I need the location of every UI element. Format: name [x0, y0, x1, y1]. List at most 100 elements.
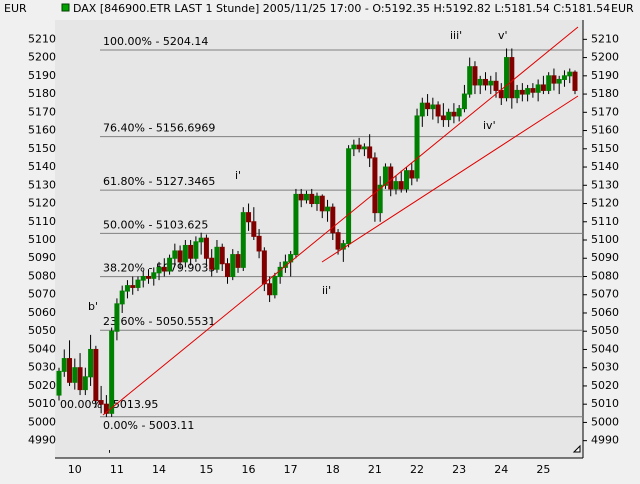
candle-body	[519, 89, 525, 95]
wave-label: iii'	[450, 29, 462, 42]
scroll-marker	[572, 444, 581, 453]
x-tick-label: 24	[494, 463, 508, 476]
candle-body	[256, 235, 262, 252]
wave-label: ii'	[322, 284, 331, 297]
x-tick-label: 15	[199, 463, 213, 476]
y-tick-label: 5050	[591, 324, 619, 337]
y-tick-label: 5200	[28, 51, 56, 64]
x-tick-label: 22	[410, 463, 424, 476]
candle-body	[372, 157, 378, 214]
y-tick-label: 5060	[28, 306, 56, 319]
x-tick-label: 18	[326, 463, 340, 476]
wave-label: b'	[88, 300, 98, 313]
candle-body	[414, 115, 420, 179]
y-tick-label: 5110	[28, 215, 56, 228]
candle-body	[551, 75, 557, 84]
y-tick-label: 5020	[28, 379, 56, 392]
candle-body	[93, 348, 99, 402]
y-tick-label: 5090	[28, 251, 56, 264]
y-tick-label: 5030	[28, 361, 56, 374]
wave-label: iv'	[483, 119, 496, 132]
candle-body	[409, 170, 415, 179]
y-tick-label: 5140	[28, 160, 56, 173]
candle-body	[509, 57, 515, 99]
candle-body	[172, 250, 178, 259]
y-tick-label: 5040	[28, 342, 56, 355]
candle-body	[504, 57, 510, 99]
y-tick-label: 5010	[591, 397, 619, 410]
candle-body	[493, 80, 499, 91]
candle-body	[546, 75, 552, 91]
candle-body	[146, 275, 152, 279]
trend-line	[102, 26, 579, 416]
candle-body	[198, 237, 204, 243]
y-tick-label: 5200	[591, 51, 619, 64]
y-tick-label: 5140	[591, 160, 619, 173]
candle-body	[140, 275, 146, 281]
fib-label: 100.00% - 5204.14	[103, 35, 208, 48]
legend-icon	[61, 3, 70, 12]
candle-body	[240, 212, 246, 268]
candle-body	[230, 254, 236, 277]
candle-body	[67, 358, 73, 383]
y-tick-label: 5170	[591, 105, 619, 118]
y-tick-label: 5210	[591, 32, 619, 45]
y-tick-label: 5160	[591, 124, 619, 137]
candle-body	[467, 66, 473, 95]
y-tick-label: 5000	[591, 415, 619, 428]
chart-title: DAX [846900.ETR LAST 1 Stunde] 2005/11/2…	[73, 2, 610, 15]
candle-body	[261, 250, 267, 285]
candle-body	[82, 376, 88, 391]
candle-body	[314, 195, 320, 205]
candle-body	[330, 206, 336, 234]
y-tick-label: 5100	[591, 233, 619, 246]
y-tick-label: 5130	[591, 178, 619, 191]
candle-body	[346, 148, 352, 245]
candle-body	[572, 71, 578, 91]
candle-body	[482, 78, 488, 86]
y-tick-label: 4990	[591, 434, 619, 447]
candle-body	[514, 89, 520, 99]
y-unit-right: EUR	[611, 2, 634, 15]
candle-body	[419, 102, 425, 117]
y-tick-label: 5090	[591, 251, 619, 264]
candle-body	[103, 403, 109, 414]
candle-body	[477, 78, 483, 86]
candle-body	[182, 244, 188, 263]
wave-label: v'	[498, 29, 508, 42]
x-tick-label: 10	[68, 463, 82, 476]
wave-label: i'	[235, 169, 241, 182]
candle-body	[398, 181, 404, 190]
candle-body	[435, 104, 441, 117]
y-tick-label: 5070	[28, 288, 56, 301]
candle-body	[246, 212, 252, 223]
y-tick-label: 5120	[28, 197, 56, 210]
y-tick-label: 5160	[28, 124, 56, 137]
candle-body	[251, 221, 257, 237]
candle-body	[114, 303, 120, 332]
wave-label: '	[108, 448, 111, 461]
candle-body	[451, 111, 457, 117]
candle-body	[498, 89, 504, 99]
y-tick-label: 5170	[28, 105, 56, 118]
y-tick-label: 5150	[591, 142, 619, 155]
candle-body	[298, 193, 304, 201]
candle-body	[361, 146, 367, 150]
y-tick-label: 5150	[28, 142, 56, 155]
candle-body	[188, 244, 194, 259]
candle-body	[156, 266, 162, 274]
y-tick-label: 5010	[28, 397, 56, 410]
candle-body	[293, 193, 299, 256]
y-tick-label: 5050	[28, 324, 56, 337]
candle-body	[224, 263, 230, 277]
candle-body	[461, 93, 467, 110]
candle-body	[130, 285, 136, 288]
candle-body	[382, 166, 388, 186]
y-tick-label: 5070	[591, 288, 619, 301]
candle-body	[167, 257, 173, 272]
y-tick-label: 5100	[28, 233, 56, 246]
y-tick-label: 5060	[591, 306, 619, 319]
y-tick-label: 5180	[591, 87, 619, 100]
candle-body	[151, 272, 157, 279]
candle-body	[540, 84, 546, 91]
